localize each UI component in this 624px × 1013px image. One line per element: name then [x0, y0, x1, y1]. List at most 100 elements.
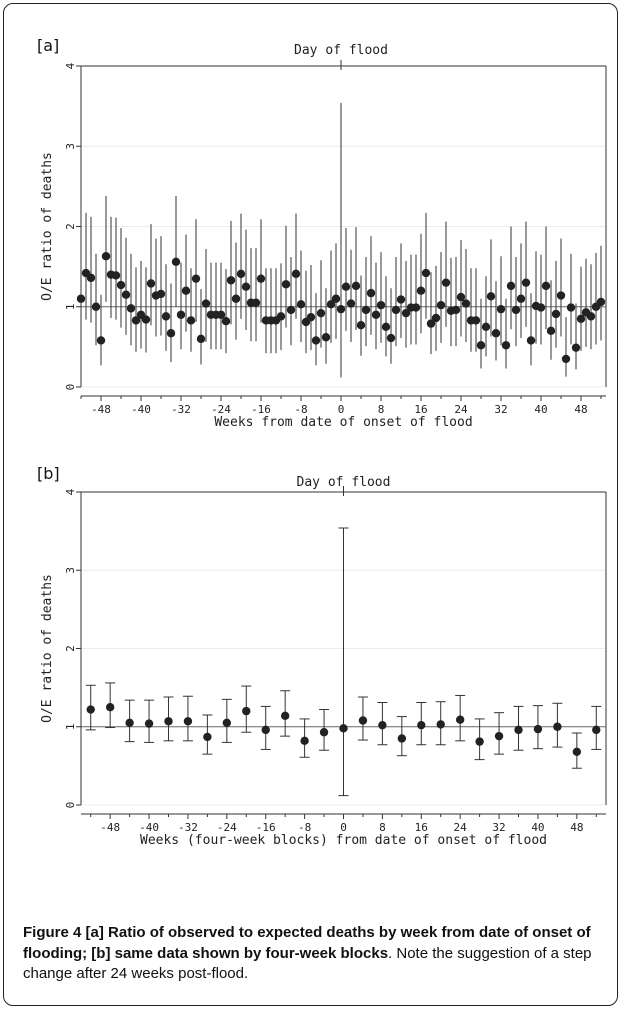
x-tick-label: 32 — [492, 821, 505, 834]
data-point — [201, 299, 211, 308]
x-tick-label: 24 — [454, 821, 468, 834]
caption-figure-label: Figure 4 — [23, 924, 82, 941]
x-tick-label: 8 — [379, 821, 386, 834]
data-point — [371, 310, 381, 319]
data-point — [421, 268, 431, 278]
data-point — [86, 273, 96, 283]
x-tick-label: 16 — [414, 403, 427, 416]
data-point — [351, 281, 361, 291]
data-point — [222, 718, 232, 728]
data-point — [436, 300, 446, 310]
data-point — [521, 278, 531, 287]
data-point — [381, 322, 391, 332]
y-tick-label: 1 — [64, 723, 77, 730]
data-point — [86, 705, 95, 714]
data-point — [105, 702, 115, 712]
chart-a-svg: Day of flood 0 1 2 3 4 O/E ratio of deaths -48 -… — [40, 43, 607, 430]
caption-normal-text: . Note the suggestion of a step change a… — [23, 944, 592, 983]
data-point — [116, 280, 126, 290]
data-point — [553, 722, 562, 731]
data-point — [571, 343, 581, 352]
data-point — [231, 294, 241, 303]
data-point — [280, 711, 290, 720]
data-point — [376, 300, 386, 310]
data-point — [291, 269, 301, 279]
y-tick-label: 0 — [64, 384, 77, 391]
data-point — [486, 292, 496, 301]
data-point — [339, 724, 348, 733]
data-point — [203, 732, 212, 742]
data-point — [96, 336, 106, 345]
data-point — [441, 278, 451, 287]
data-point — [378, 720, 387, 730]
y-tick-label: 0 — [64, 802, 77, 809]
y-axis-label: O/E ratio of deaths — [40, 574, 55, 723]
data-point — [164, 717, 173, 726]
data-point — [455, 715, 465, 724]
x-tick-label: -40 — [139, 821, 159, 834]
data-point — [476, 341, 486, 350]
data-point — [526, 336, 536, 345]
data-point — [551, 309, 561, 319]
y-tick-label: 3 — [64, 567, 77, 574]
data-point — [411, 303, 421, 312]
data-point — [556, 291, 566, 300]
data-point — [76, 294, 86, 303]
data-point — [316, 308, 326, 318]
x-tick-label: 0 — [338, 403, 345, 416]
data-point — [356, 321, 366, 330]
data-point — [416, 286, 426, 295]
data-point — [533, 724, 543, 734]
x-tick-label: -16 — [256, 821, 276, 834]
data-point — [461, 299, 471, 308]
chart-title: Day of flood — [294, 43, 388, 58]
y-axis-label: O/E ratio of deaths — [40, 152, 55, 301]
x-tick-label: -24 — [211, 403, 231, 416]
data-point — [491, 329, 501, 338]
chart-panel-b: Day of flood 0 1 2 3 4 O/E ratio of deaths -48 -… — [26, 464, 616, 864]
x-tick-label: 16 — [415, 821, 428, 834]
data-point — [242, 706, 251, 716]
data-point — [496, 304, 506, 314]
data-point — [141, 315, 151, 324]
data-point — [111, 271, 121, 280]
x-tick-label: -8 — [298, 821, 311, 834]
data-point — [358, 716, 368, 725]
data-point — [101, 251, 111, 261]
caption-bold-text: [a] Ratio of observed to expected deaths… — [23, 924, 591, 962]
data-point — [501, 341, 511, 350]
y-tick-label: 2 — [64, 645, 77, 652]
data-point — [586, 312, 596, 321]
data-point — [161, 312, 171, 321]
data-point — [592, 725, 601, 735]
x-tick-label: 48 — [570, 821, 583, 834]
x-tick-label: 32 — [494, 403, 507, 416]
y-tick-label: 1 — [64, 303, 77, 310]
figure-caption: Figure 4 [a] Ratio of observed to expect… — [23, 923, 607, 985]
data-point — [144, 719, 154, 728]
data-point — [251, 298, 261, 307]
data-point — [426, 319, 436, 328]
data-point — [176, 310, 186, 319]
data-point — [431, 313, 441, 323]
x-tick-label: 40 — [531, 821, 544, 834]
x-tick-label: -48 — [91, 403, 111, 416]
data-point — [319, 728, 329, 737]
chart-title: Day of flood — [297, 475, 391, 490]
data-point — [300, 736, 309, 746]
data-point — [321, 333, 331, 342]
data-point — [546, 326, 556, 336]
data-point — [596, 297, 606, 307]
data-point — [331, 294, 341, 303]
data-point — [146, 279, 156, 288]
data-point — [341, 282, 351, 291]
data-point — [183, 717, 193, 726]
data-point — [561, 354, 571, 364]
data-point — [286, 305, 296, 315]
x-tick-label: 40 — [534, 403, 547, 416]
panel-a-label: [a] — [37, 36, 60, 55]
x-tick-label: -24 — [217, 821, 237, 834]
chart-b-svg: Day of flood 0 1 2 3 4 O/E ratio of deaths -48 -… — [40, 475, 607, 848]
data-point — [397, 734, 407, 743]
data-point — [481, 322, 491, 332]
